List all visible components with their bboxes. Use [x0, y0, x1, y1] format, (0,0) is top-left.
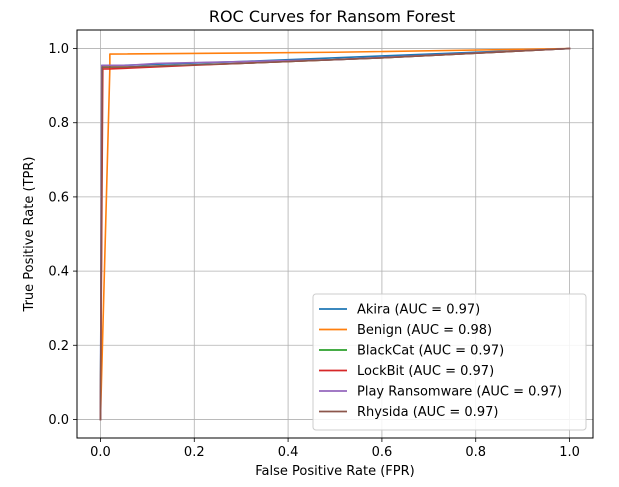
x-tick-label: 0.4 [278, 445, 299, 460]
legend-label: Benign (AUC = 0.98) [357, 323, 492, 338]
legend-box [312, 293, 587, 431]
series-line-1 [99, 47, 571, 421]
y-axis-label: True Positive Rate (TPR) [22, 157, 37, 313]
y-tick-label: 1.0 [48, 42, 69, 57]
legend-label: LockBit (AUC = 0.97) [357, 364, 494, 379]
legend-entries: Akira (AUC = 0.97) Benign (AUC = 0.98) Bla… [319, 303, 562, 420]
x-tick-label: 1.0 [559, 445, 580, 460]
axis-ticks: 0.0 0.2 0.4 0.6 0.8 1.0 0.0 0.2 0.4 0.6 0.8 1.0 [48, 42, 580, 460]
x-tick-label: 0.0 [90, 445, 111, 460]
grid-lines [77, 30, 593, 438]
x-tick-label: 0.2 [184, 445, 205, 460]
y-tick-label: 0.6 [48, 190, 69, 205]
y-tick-label: 0.0 [48, 413, 69, 428]
y-tick-label: 0.4 [48, 265, 69, 280]
x-tick-label: 0.6 [372, 445, 393, 460]
plot-area-frame [76, 29, 594, 439]
series-lines [99, 47, 571, 421]
legend-label: Akira (AUC = 0.97) [357, 303, 480, 318]
legend-label: Rhysida (AUC = 0.97) [357, 405, 498, 420]
x-axis-label: False Positive Rate (FPR) [255, 464, 414, 479]
legend-label: BlackCat (AUC = 0.97) [357, 344, 504, 359]
x-tick-label: 0.8 [465, 445, 486, 460]
y-tick-label: 0.2 [48, 339, 69, 354]
legend: Akira (AUC = 0.97) Benign (AUC = 0.98) Bla… [312, 293, 587, 431]
series-line-5 [99, 47, 571, 421]
chart-title: ROC Curves for Ransom Forest [209, 7, 455, 26]
y-tick-label: 0.8 [48, 116, 69, 131]
legend-label: Play Ransomware (AUC = 0.97) [357, 385, 562, 400]
